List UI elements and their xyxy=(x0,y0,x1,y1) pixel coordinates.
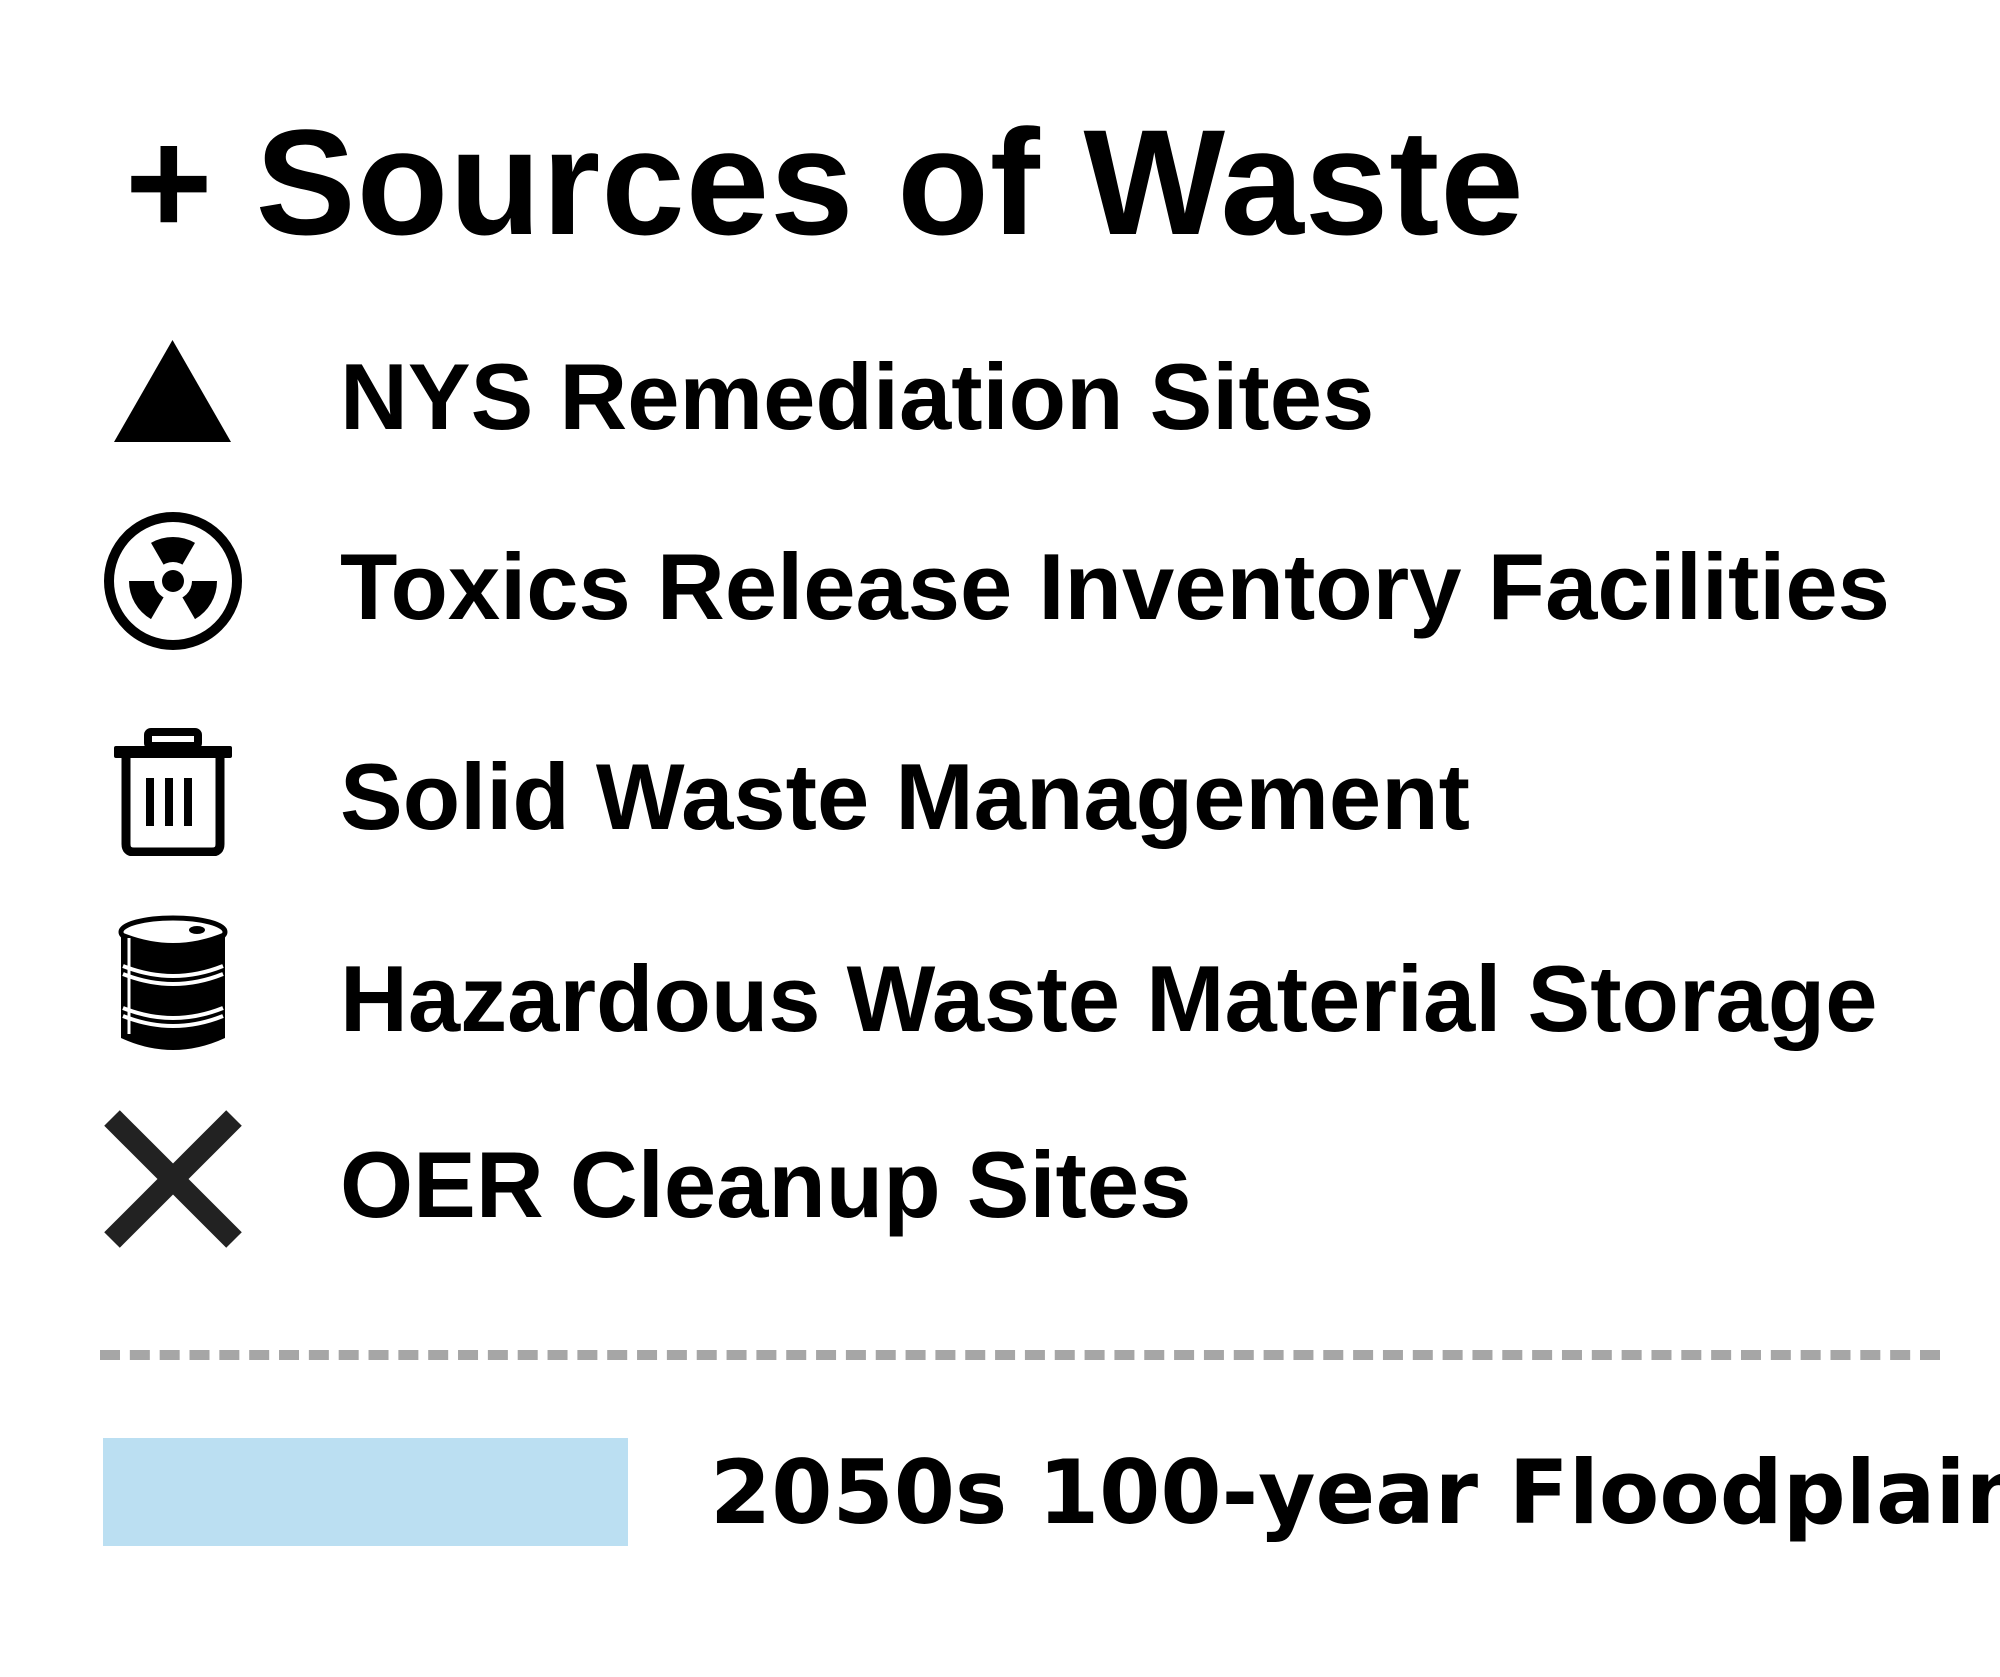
legend-item-oer-cleanup-sites: OER Cleanup Sites xyxy=(0,1106,2000,1248)
floodplain-swatch xyxy=(103,1438,628,1546)
legend-divider xyxy=(100,1350,1940,1360)
x-mark-icon xyxy=(100,1106,245,1251)
oil-barrel-icon xyxy=(100,912,245,1057)
floodplain-label: 2050s 100-year Floodplain xyxy=(710,1440,2000,1544)
legend-item-label: OER Cleanup Sites xyxy=(340,1132,1192,1237)
legend-title: + Sources of Waste xyxy=(125,92,1525,272)
legend-item-nys-remediation-sites: NYS Remediation Sites xyxy=(0,318,2000,458)
legend-item-label: Hazardous Waste Material Storage xyxy=(340,946,1878,1051)
legend-item-label: Toxics Release Inventory Facilities xyxy=(340,534,1890,639)
legend-item-toxics-release-inventory: Toxics Release Inventory Facilities xyxy=(0,508,2000,650)
legend-item-label: NYS Remediation Sites xyxy=(340,344,1375,449)
radiation-icon xyxy=(100,508,245,653)
legend-item-solid-waste-management: Solid Waste Management xyxy=(0,718,2000,858)
triangle-icon xyxy=(100,318,245,463)
trash-bin-icon xyxy=(100,718,245,863)
legend-title-text: Sources of Waste xyxy=(255,97,1525,266)
legend-item-label: Solid Waste Management xyxy=(340,744,1470,849)
expand-plus-icon[interactable]: + xyxy=(125,97,214,266)
legend-item-hazardous-waste-storage: Hazardous Waste Material Storage xyxy=(0,912,2000,1052)
